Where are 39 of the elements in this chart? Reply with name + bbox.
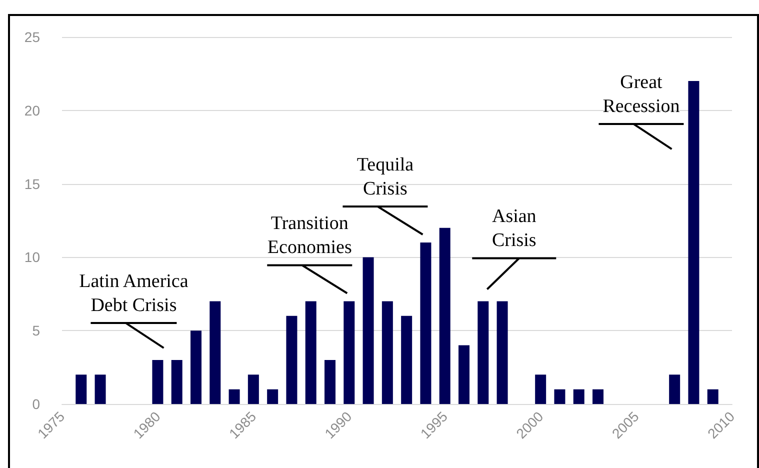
y-tick-label: 25 <box>24 29 40 45</box>
bar <box>401 316 412 404</box>
bar <box>171 360 182 404</box>
bar <box>669 374 680 404</box>
bar <box>535 374 546 404</box>
bar <box>439 228 450 404</box>
bar <box>305 301 316 404</box>
annotation: Asian Crisis <box>492 206 537 252</box>
bar <box>496 301 508 404</box>
bar <box>267 389 278 404</box>
bar <box>382 301 393 404</box>
bar <box>573 389 584 404</box>
y-tick-label: 0 <box>32 396 40 412</box>
bar <box>362 257 374 404</box>
y-tick-label: 10 <box>24 249 40 266</box>
bar <box>688 81 700 404</box>
y-tick-label: 20 <box>24 102 40 118</box>
y-tick-label: 5 <box>32 322 40 339</box>
bar <box>228 389 240 404</box>
bar <box>76 374 87 404</box>
bar <box>707 389 718 404</box>
bar <box>94 374 106 404</box>
bar <box>344 301 355 404</box>
annotation: Tequila Crisis <box>356 154 414 200</box>
bar <box>286 316 298 404</box>
bar <box>458 345 470 404</box>
bar <box>210 301 221 404</box>
bar <box>324 360 336 404</box>
annotation: Transition Economies <box>267 213 352 258</box>
bar <box>478 301 489 404</box>
bar <box>190 330 202 404</box>
annotation: Latin America Debt Crisis <box>79 270 189 316</box>
y-tick-label: 15 <box>24 176 40 192</box>
bar <box>592 389 604 404</box>
bar <box>554 389 566 404</box>
annotation: Great Recession <box>602 72 680 118</box>
bar <box>420 242 432 404</box>
bar <box>248 374 259 404</box>
bar <box>152 360 164 404</box>
